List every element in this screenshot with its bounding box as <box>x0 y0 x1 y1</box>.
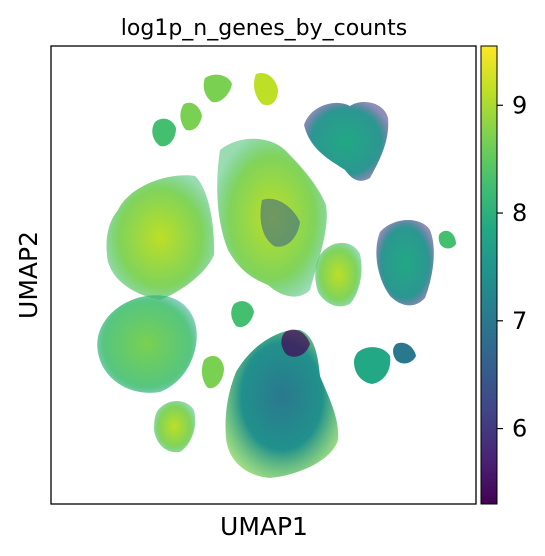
cluster-top-small-2 <box>254 72 278 106</box>
cluster-small-mid-center <box>231 301 254 328</box>
cluster-center-right-blob <box>315 242 362 307</box>
cluster-bottom-large-top <box>281 329 310 357</box>
colorbar-tick-label: 7 <box>512 307 527 335</box>
cluster-top-small-1 <box>203 74 232 103</box>
colorbar <box>480 45 498 505</box>
umap-points <box>97 72 456 478</box>
colorbar-tick-label: 6 <box>512 415 527 443</box>
cluster-right-small-1 <box>354 347 391 384</box>
cluster-bottom-large <box>225 329 339 478</box>
cluster-small-mid-left <box>201 355 224 389</box>
cluster-right-oval <box>376 220 434 306</box>
colorbar-tick-label: 8 <box>512 199 527 227</box>
x-axis-label: UMAP1 <box>220 512 308 541</box>
colorbar-tick-label: 9 <box>512 91 527 119</box>
colorbar-ticks: 6 7 8 9 <box>497 91 527 443</box>
cluster-right-small-2 <box>393 342 416 364</box>
cluster-upper-left-large <box>106 175 215 300</box>
y-axis-label: UMAP2 <box>14 231 43 319</box>
cluster-top-small-3 <box>152 118 176 147</box>
cluster-right-small-3 <box>438 230 456 249</box>
cluster-top-small-4 <box>180 102 202 131</box>
cluster-left-middle <box>97 295 197 393</box>
cluster-bottom-left-small <box>154 401 196 453</box>
chart-title: log1p_n_genes_by_counts <box>121 16 407 41</box>
cluster-upper-center-core <box>260 198 300 247</box>
cluster-upper-right-heart <box>304 102 389 181</box>
